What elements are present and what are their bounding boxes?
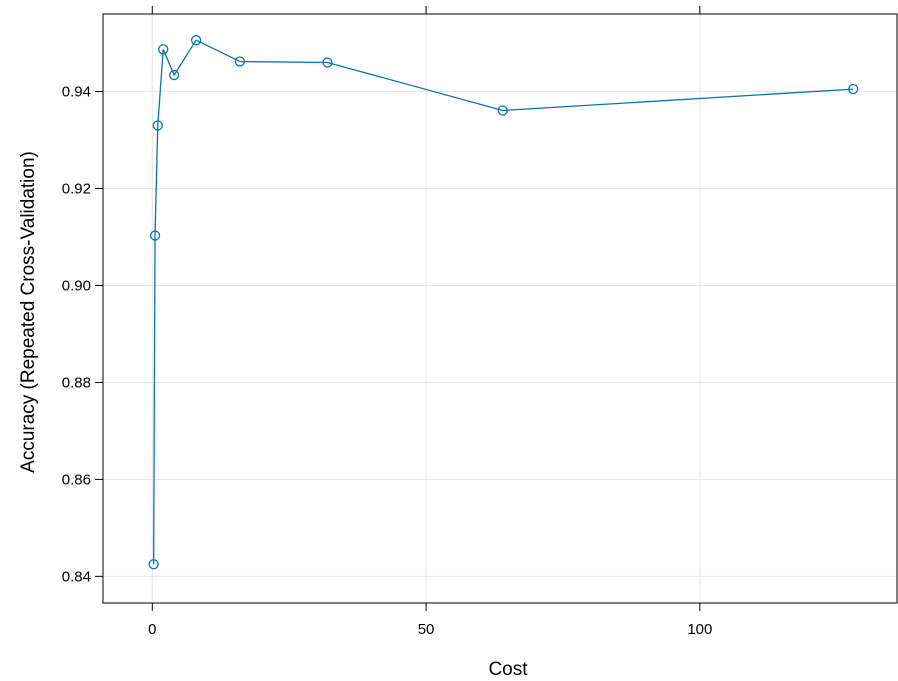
y-tick-label: 0.90 (62, 277, 91, 294)
y-tick-label: 0.86 (62, 471, 91, 488)
y-tick-label: 0.94 (62, 84, 91, 101)
series-accuracy (148, 35, 859, 570)
data-point (848, 83, 859, 95)
data-point (152, 120, 163, 131)
grid-lines (103, 14, 897, 603)
x-tick-label: 100 (687, 621, 712, 638)
data-point (234, 56, 246, 67)
data-point (322, 57, 333, 68)
y-tick-label: 0.84 (62, 568, 91, 585)
x-axis-title: Cost (488, 659, 528, 680)
data-point (169, 69, 180, 81)
x-tick-label: 50 (418, 621, 435, 638)
data-point (149, 230, 161, 241)
y-axis-title: Accuracy (Repeated Cross-Validation) (18, 151, 39, 473)
data-point (190, 35, 202, 46)
x-tick-label: 0 (148, 621, 156, 638)
data-point (497, 105, 508, 116)
data-point (158, 44, 169, 55)
y-tick-label: 0.92 (62, 181, 91, 198)
y-tick-label: 0.88 (62, 374, 91, 391)
series-line (152, 39, 854, 565)
axes: 0 50 100 0.84 0.86 0.88 0.90 0.92 0.94 (62, 6, 898, 638)
data-point (148, 559, 159, 570)
plot-frame (102, 13, 898, 604)
